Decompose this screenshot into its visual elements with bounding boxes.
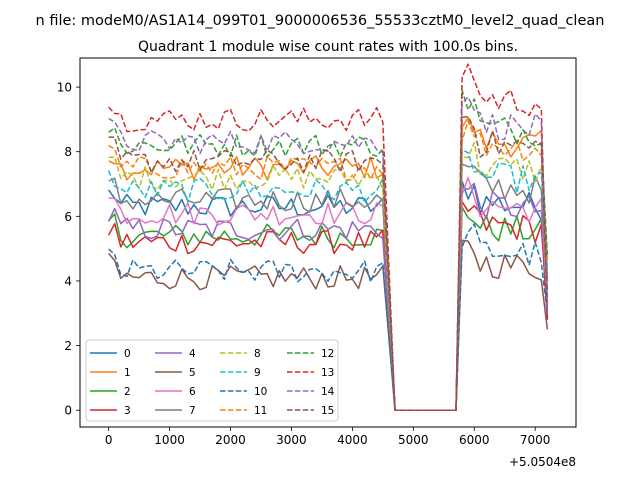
legend-label-8: 8 xyxy=(254,348,261,360)
legend-label-4: 4 xyxy=(189,348,196,360)
series-line-8 xyxy=(108,141,549,411)
legend-label-3: 3 xyxy=(124,405,131,417)
series-line-3 xyxy=(107,200,549,411)
y-tick-label: 6 xyxy=(64,210,72,224)
legend-label-0: 0 xyxy=(124,348,131,360)
legend-label-7: 7 xyxy=(189,405,196,417)
x-tick-label: 3000 xyxy=(276,433,307,447)
y-tick-label: 4 xyxy=(64,274,72,288)
x-tick-label: 5000 xyxy=(398,433,429,447)
plot-area-frame xyxy=(79,57,577,428)
chart-title: Quadrant 1 module wise count rates with … xyxy=(138,39,518,55)
series-lines xyxy=(107,63,549,411)
legend-label-6: 6 xyxy=(189,386,196,398)
legend-label-5: 5 xyxy=(189,367,196,379)
legend-label-12: 12 xyxy=(321,348,334,360)
legend-label-11: 11 xyxy=(254,405,267,417)
x-axis-offset-label: +5.0504e8 xyxy=(509,455,576,469)
legend-label-13: 13 xyxy=(321,367,334,379)
y-tick-label: 2 xyxy=(64,339,72,353)
series-line-5 xyxy=(108,239,549,411)
series-line-13 xyxy=(108,63,549,411)
y-tick-label: 0 xyxy=(64,404,72,418)
legend-label-9: 9 xyxy=(254,367,261,379)
legend-label-2: 2 xyxy=(124,386,131,398)
legend-label-14: 14 xyxy=(321,386,335,398)
x-tick-label: 0 xyxy=(105,433,113,447)
series-line-4 xyxy=(107,182,549,411)
y-tick-label: 8 xyxy=(64,145,72,159)
series-line-6 xyxy=(108,176,549,411)
figure-suptitle: n file: modeM0/AS1A14_099T01_9000006536_… xyxy=(36,13,605,29)
series-line-7 xyxy=(108,163,549,411)
y-axis: 0 2 4 6 8 10 xyxy=(57,81,80,418)
x-tick-label: 7000 xyxy=(520,433,551,447)
series-line-10 xyxy=(108,223,549,411)
series-line-15 xyxy=(108,115,549,411)
legend-label-10: 10 xyxy=(254,386,267,398)
x-axis: 0 1000 2000 3000 4000 5000 6000 7000 xyxy=(105,427,551,447)
x-tick-label: 1000 xyxy=(154,433,185,447)
legend-label-15: 15 xyxy=(321,405,334,417)
legend-label-1: 1 xyxy=(124,367,131,379)
y-tick-label: 10 xyxy=(57,81,72,95)
series-line-9 xyxy=(107,149,549,411)
x-tick-label: 4000 xyxy=(337,433,368,447)
x-tick-label: 6000 xyxy=(459,433,490,447)
series-line-2 xyxy=(108,206,549,411)
x-tick-label: 2000 xyxy=(215,433,246,447)
legend-frame xyxy=(85,339,339,422)
